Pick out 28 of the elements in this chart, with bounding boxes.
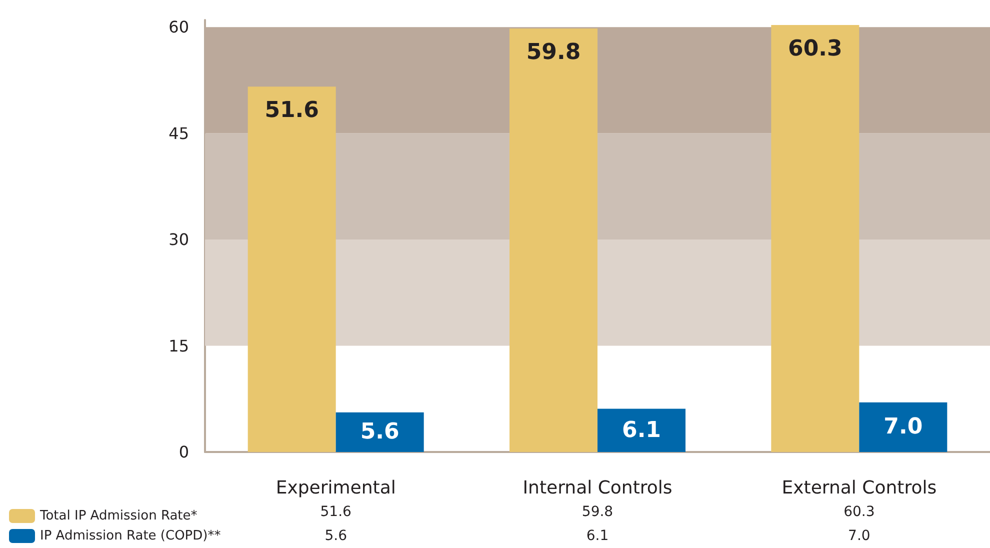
text: 7.0 xyxy=(884,414,923,440)
data-label: 5.6 xyxy=(324,528,348,544)
bar xyxy=(771,24,860,452)
y-tick-label: 15 xyxy=(168,336,189,356)
text: 60.3 xyxy=(788,36,842,62)
bar xyxy=(859,402,948,452)
x-tick-label: Experimental xyxy=(276,478,396,498)
x-tick-label: External Controls xyxy=(782,478,937,498)
text: 51.6 xyxy=(264,98,319,124)
bar xyxy=(598,408,686,452)
bar xyxy=(510,28,598,452)
data-label: 59.8 xyxy=(582,504,614,520)
y-tick-label: 0 xyxy=(178,442,189,462)
bar xyxy=(336,412,424,452)
legend-label: IP Admission Rate (COPD)** xyxy=(40,528,222,544)
legend-label: Total IP Admission Rate* xyxy=(39,508,198,524)
bar xyxy=(248,86,336,452)
data-label: 6.1 xyxy=(586,528,609,544)
x-tick-label: Internal Controls xyxy=(522,478,672,498)
data-label: 51.6 xyxy=(320,504,352,520)
y-tick-label: 45 xyxy=(168,124,189,143)
y-tick-label: 30 xyxy=(168,230,189,250)
text: 5.6 xyxy=(360,420,400,445)
data-label: 60.3 xyxy=(844,504,875,520)
text: 6.1 xyxy=(622,418,661,443)
text: 59.8 xyxy=(526,40,581,65)
y-tick-label: 60 xyxy=(168,18,189,37)
data-label: 7.0 xyxy=(848,528,870,544)
